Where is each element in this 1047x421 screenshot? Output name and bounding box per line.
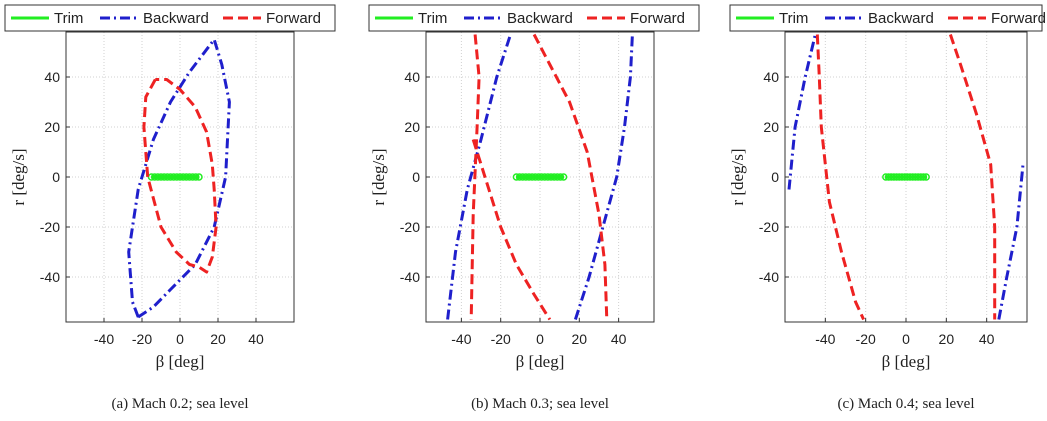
series-backward-line [999,165,1023,320]
y-tick-label: 20 [404,119,420,135]
y-tick-label: 20 [44,119,60,135]
chart-panel-1: -40 -20 0 20 40 -40 -20 0 20 40 β [deg] r [deg/s] (a… [5,5,335,412]
x-tick-label: -40 [94,331,114,347]
x-tick-label: -20 [132,331,152,347]
legend-label-trim: Trim [779,10,808,27]
legend-label-forward: Forward [630,10,685,27]
chart-panel-2: -40 -20 0 20 40 -40 -20 0 20 40 β [deg] r [deg/s] (b… [369,5,699,412]
x-axis-label: β [deg] [156,352,205,371]
legend: Trim Backward Forward [5,5,335,31]
chart-panel-3: -40 -20 0 20 40 -40 -20 0 20 40 β [deg] r [deg/s] (c… [728,5,1046,412]
x-tick-label: -20 [491,331,511,347]
subfigure-caption: (b) Mach 0.3; sea level [471,396,609,412]
legend-label-backward: Backward [143,10,209,27]
legend: Trim Backward Forward [730,5,1046,31]
subfigure-caption: (c) Mach 0.4; sea level [837,396,974,412]
legend-label-backward: Backward [868,10,934,27]
x-tick-label: 20 [572,331,588,347]
x-axis-label: β [deg] [516,352,565,371]
y-axis-label: r [deg/s] [9,148,28,205]
x-tick-label: 40 [248,331,264,347]
y-tick-label: 40 [404,69,420,85]
y-tick-label: -40 [759,269,779,285]
y-tick-label: 20 [763,119,779,135]
y-tick-label: 40 [44,69,60,85]
legend-label-trim: Trim [418,10,447,27]
x-tick-label: 40 [611,331,627,347]
x-tick-label: 20 [210,331,226,347]
legend-label-forward: Forward [266,10,321,27]
legend-label-trim: Trim [54,10,83,27]
x-tick-label: 0 [902,331,910,347]
x-tick-label: 20 [939,331,955,347]
series-backward-line [789,35,815,190]
y-tick-label: -20 [400,219,420,235]
series-forward-line [950,35,994,320]
y-tick-label: 0 [771,169,779,185]
legend-label-forward: Forward [991,10,1046,27]
x-tick-label: -40 [815,331,835,347]
y-tick-label: 0 [412,169,420,185]
legend-label-backward: Backward [507,10,573,27]
y-tick-label: 0 [52,169,60,185]
legend: Trim Backward Forward [369,5,699,31]
x-tick-label: -20 [856,331,876,347]
series-forward-line [473,140,550,320]
y-axis-label: r [deg/s] [728,148,747,205]
y-tick-label: -40 [400,269,420,285]
y-tick-label: 40 [763,69,779,85]
x-axis-label: β [deg] [882,352,931,371]
y-tick-label: -20 [759,219,779,235]
y-tick-label: -20 [40,219,60,235]
subfigure-caption: (a) Mach 0.2; sea level [111,396,248,412]
x-tick-label: 0 [176,331,184,347]
y-axis-label: r [deg/s] [369,148,388,205]
x-tick-label: -40 [451,331,471,347]
y-tick-label: -40 [40,269,60,285]
x-tick-label: 0 [536,331,544,347]
x-tick-label: 40 [979,331,995,347]
